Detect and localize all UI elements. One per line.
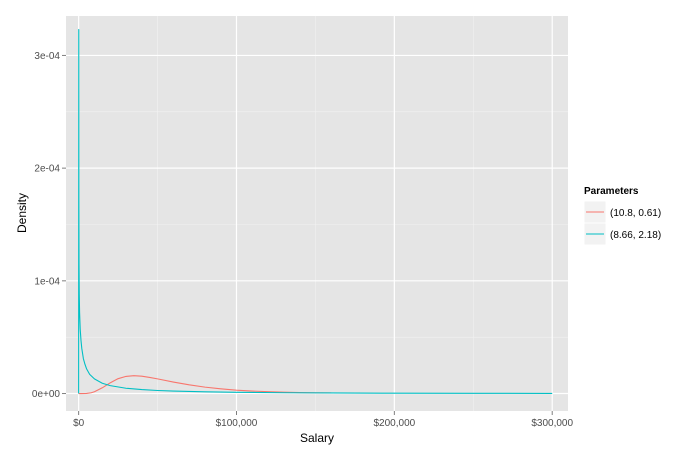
x-tick-label: $100,000: [216, 418, 258, 429]
series-layer: [78, 28, 553, 395]
y-tick-label: 1e-04: [34, 276, 60, 287]
y-tick-label: 0e+00: [32, 389, 61, 400]
y-tick-label: 3e-04: [34, 51, 60, 62]
x-axis: $0 $100,000 $200,000 $300,000: [73, 411, 574, 429]
legend-title: Parameters: [584, 186, 639, 197]
series-line: [78, 28, 553, 394]
legend: Parameters (10.8, 0.61) (8.66, 2.18): [583, 186, 661, 246]
minor-gridlines: [66, 16, 568, 411]
legend-label: (10.8, 0.61): [610, 208, 661, 219]
legend-label: (8.66, 2.18): [610, 230, 661, 241]
x-tick-label: $0: [73, 418, 85, 429]
y-axis: 0e+00 1e-04 2e-04 3e-04: [32, 51, 66, 400]
legend-items: (10.8, 0.61) (8.66, 2.18): [583, 200, 661, 246]
y-axis-title: Density: [15, 193, 29, 233]
y-tick-label: 2e-04: [34, 164, 60, 175]
series-line: [78, 375, 332, 395]
major-gridlines: [66, 16, 568, 411]
x-tick-label: $200,000: [373, 418, 415, 429]
x-axis-title: Salary: [300, 431, 334, 445]
plot-panel: [66, 16, 568, 411]
x-tick-label: $300,000: [531, 418, 573, 429]
